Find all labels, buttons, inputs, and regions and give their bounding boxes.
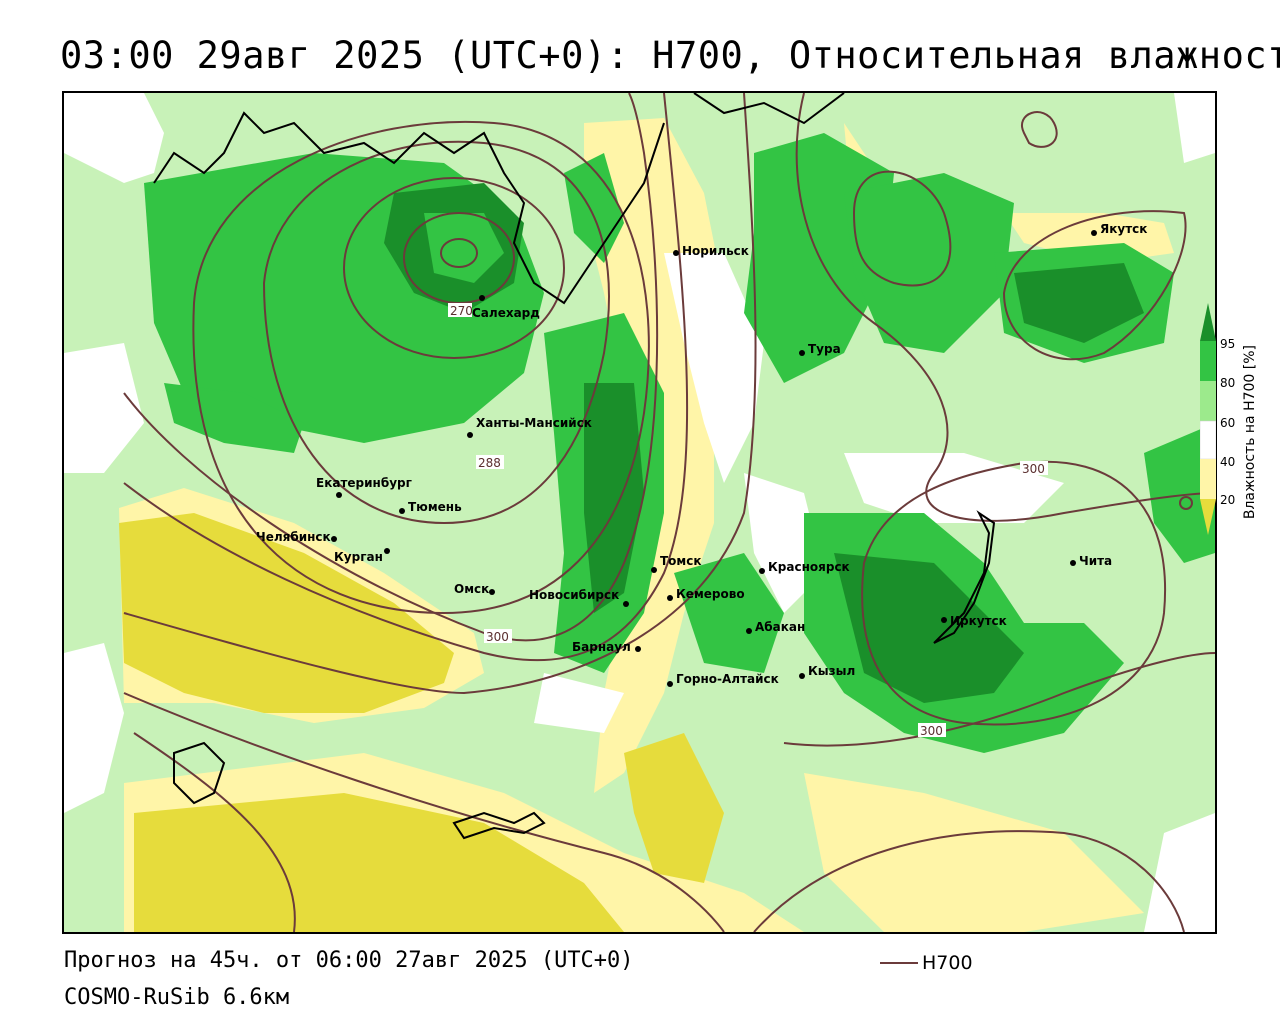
colorbar-tick: 95 (1220, 337, 1236, 351)
colorbar-tick: 40 (1220, 455, 1236, 469)
black-sea-coast (173, 741, 226, 805)
city-label: Томск (660, 554, 702, 568)
city-label: Абакан (755, 620, 805, 634)
lake-baikal (933, 510, 996, 644)
contour-label-288: 288 (478, 456, 501, 470)
city-label: Норильск (682, 244, 749, 258)
map-canvas: Салехард Норильск Якутск Тура Ханты-Манс… (64, 93, 1215, 932)
contour-line (852, 170, 952, 287)
city-label: Барнаул (572, 640, 631, 654)
colorbar-tick: 80 (1220, 376, 1236, 390)
city-label: Салехард (472, 306, 540, 320)
colorbar-bottom-arrow (1200, 499, 1216, 535)
forecast-info: Прогноз на 45ч. от 06:00 27авг 2025 (UTC… (64, 948, 634, 973)
colorbar-title: Влажность на H700 [%] (1242, 345, 1258, 520)
city-omsk: Омск (454, 582, 495, 596)
h700-contours (123, 93, 1215, 932)
arctic-coast-east (693, 93, 845, 125)
city-markers: Салехард Норильск Якутск Тура Ханты-Манс… (256, 222, 1147, 687)
city-tomsk: Томск (651, 554, 702, 573)
colorbar-band (1200, 381, 1216, 421)
city-barnaul: Барнаул (572, 640, 641, 654)
contour-label-300: 300 (486, 630, 509, 644)
city-label: Чита (1079, 554, 1112, 568)
colorbar-top-arrow (1200, 303, 1216, 341)
colorbar-tick: 60 (1220, 416, 1236, 430)
contour-line (440, 238, 478, 268)
humidity-colorbar (1199, 303, 1217, 535)
contour-line (262, 140, 610, 525)
city-label: Красноярск (768, 560, 850, 574)
h700-legend-line (880, 962, 918, 964)
city-kyzyl: Кызыл (799, 664, 855, 679)
city-label: Тюмень (408, 500, 462, 514)
city-label: Горно-Алтайск (676, 672, 779, 686)
outside-domain (64, 93, 1215, 932)
h700-legend-label: H700 (922, 952, 973, 974)
city-label: Екатеринбург (316, 476, 412, 490)
colorbar-band (1199, 420, 1217, 460)
city-chita: Чита (1070, 554, 1112, 568)
contour-line (861, 460, 1167, 726)
contour-label-300: 300 (1022, 462, 1045, 476)
city-tura: Тура (799, 342, 841, 356)
city-tyumen: Тюмень (399, 500, 462, 514)
contour-label-270: 270 (450, 304, 473, 318)
contour-line (1002, 210, 1187, 361)
city-label: Челябинск (256, 530, 331, 544)
city-kurgan: Курган (334, 548, 390, 564)
contour-line (123, 692, 725, 932)
colorbar-tick: 20 (1220, 493, 1236, 507)
city-krasnoyarsk: Красноярск (759, 560, 850, 574)
city-ekb: Екатеринбург (316, 476, 412, 498)
chart-title: 03:00 29авг 2025 (UTC+0): H700, Относите… (60, 34, 1280, 77)
colorbar-band (1200, 459, 1216, 499)
city-salekhard: Салехард (472, 295, 540, 320)
city-novosibirsk: Новосибирск (529, 588, 629, 607)
moist-areas (144, 133, 1215, 753)
city-yakutsk: Якутск (1091, 222, 1147, 236)
contour-labels: 270 288 300 300 300 (448, 303, 1048, 738)
city-label: Новосибирск (529, 588, 619, 602)
contour-line (192, 121, 650, 615)
contour-line (133, 732, 296, 932)
arctic-coast (153, 111, 665, 305)
contour-line (123, 93, 757, 695)
contour-line (753, 830, 1185, 932)
city-label: Якутск (1100, 222, 1147, 236)
city-label: Курган (334, 550, 383, 564)
city-label: Кемерово (676, 587, 745, 601)
coastlines (153, 93, 996, 840)
city-kemerovo: Кемерово (667, 587, 745, 601)
model-name: COSMO-RuSib 6.6км (64, 985, 290, 1010)
balkhash (452, 811, 546, 840)
city-label: Ханты-Мансийск (476, 416, 592, 430)
contour-line (343, 177, 565, 359)
city-label: Иркутск (950, 614, 1007, 628)
city-label: Омск (454, 582, 489, 596)
city-gorno-altaysk: Горно-Алтайск (667, 672, 779, 687)
city-khanty: Ханты-Мансийск (467, 416, 592, 438)
moderate-areas (64, 253, 1064, 733)
city-irkutsk: Иркутск (941, 614, 1007, 628)
colorbar-band (1200, 341, 1216, 381)
city-chelyabinsk: Челябинск (256, 530, 337, 544)
city-label: Тура (808, 342, 841, 356)
city-abakan: Абакан (746, 620, 805, 634)
contour-line (1179, 496, 1193, 510)
contour-line (1021, 111, 1058, 148)
contour-label-300: 300 (920, 724, 943, 738)
city-norilsk: Норильск (673, 244, 749, 258)
contour-line (795, 93, 1215, 522)
forecast-map[interactable]: Салехард Норильск Якутск Тура Ханты-Манс… (62, 91, 1217, 934)
contour-line (783, 652, 1215, 747)
city-label: Кызыл (808, 664, 855, 678)
contour-line (123, 93, 689, 662)
